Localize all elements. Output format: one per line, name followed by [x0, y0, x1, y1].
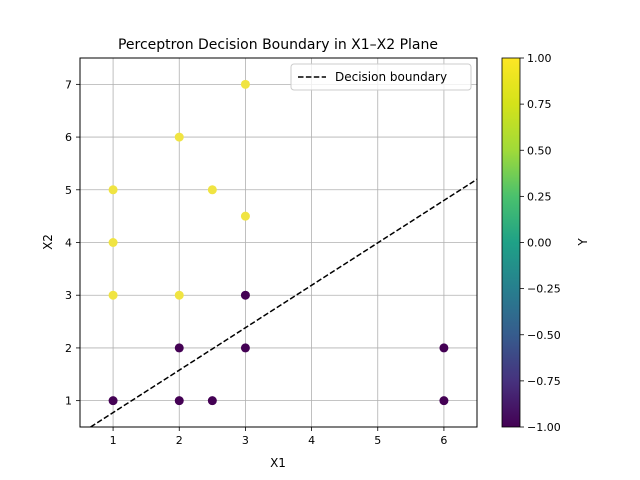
colorbar-tick-label: −1.00 — [527, 421, 561, 434]
x-tick-label: 6 — [440, 434, 447, 447]
legend-entry-decision-boundary: Decision boundary — [335, 70, 447, 84]
colorbar-tick-label: 1.00 — [527, 52, 552, 65]
grid — [80, 58, 477, 427]
colorbar-gradient — [501, 57, 521, 428]
colorbar-label: Y — [576, 238, 590, 247]
legend-box — [290, 63, 472, 91]
y-tick-label: 5 — [65, 184, 72, 197]
colorbar: 1.00 0.75 0.50 0.25 0.00 −0.25 −0.50 −0.75 −1.00… — [501, 52, 590, 434]
y-tick-label: 4 — [65, 237, 72, 250]
x-tick-label: 2 — [176, 434, 183, 447]
data-point-negative — [439, 343, 449, 353]
data-point-positive — [174, 132, 184, 142]
x-tick-label: 3 — [242, 434, 249, 447]
colorbar-tick-label: −0.75 — [527, 375, 561, 388]
y-tick-label: 3 — [65, 289, 72, 302]
colorbar-tick-label: 0.75 — [527, 98, 552, 111]
decision-boundary-line — [90, 178, 477, 427]
x-tick-label: 5 — [374, 434, 381, 447]
data-point-negative — [207, 396, 217, 406]
x-tick-label: 1 — [110, 434, 117, 447]
y-tick-label: 1 — [65, 395, 72, 408]
chart-title: Perceptron Decision Boundary in X1–X2 Pl… — [118, 37, 438, 53]
colorbar-tick-label: 0.50 — [527, 144, 552, 157]
colorbar-ticks: 1.00 0.75 0.50 0.25 0.00 −0.25 −0.50 −0.75 −1.00 — [520, 52, 561, 434]
data-point-negative — [439, 396, 449, 406]
colorbar-tick-label: −0.50 — [527, 329, 561, 342]
data-point-positive — [174, 290, 184, 300]
data-point-positive — [108, 238, 118, 247]
y-axis-label: X2 — [41, 234, 55, 250]
colorbar-tick-label: 0.00 — [527, 237, 552, 250]
data-point-negative — [240, 343, 250, 353]
data-point-negative — [240, 290, 250, 300]
data-point-positive — [108, 185, 118, 195]
y-axis-ticks: 1 2 3 4 5 6 7 — [65, 78, 80, 408]
y-tick-label: 6 — [65, 131, 72, 144]
colorbar-tick-label: −0.25 — [527, 283, 561, 296]
data-point-negative — [174, 396, 184, 406]
colorbar-tick-label: 0.25 — [527, 190, 552, 203]
data-point-negative — [108, 396, 118, 406]
x-axis-ticks: 1 2 3 4 5 6 — [110, 427, 447, 447]
data-point-positive — [240, 79, 250, 89]
y-tick-label: 2 — [65, 342, 72, 355]
data-point-negative — [174, 343, 184, 353]
data-point-positive — [240, 211, 250, 221]
y-tick-label: 7 — [65, 78, 72, 91]
data-point-positive — [207, 185, 217, 195]
x-axis-label: X1 — [270, 456, 286, 470]
legend: Decision boundary — [290, 63, 472, 91]
x-tick-label: 4 — [308, 434, 315, 447]
scatter-points — [108, 79, 449, 406]
data-point-positive — [108, 290, 118, 300]
